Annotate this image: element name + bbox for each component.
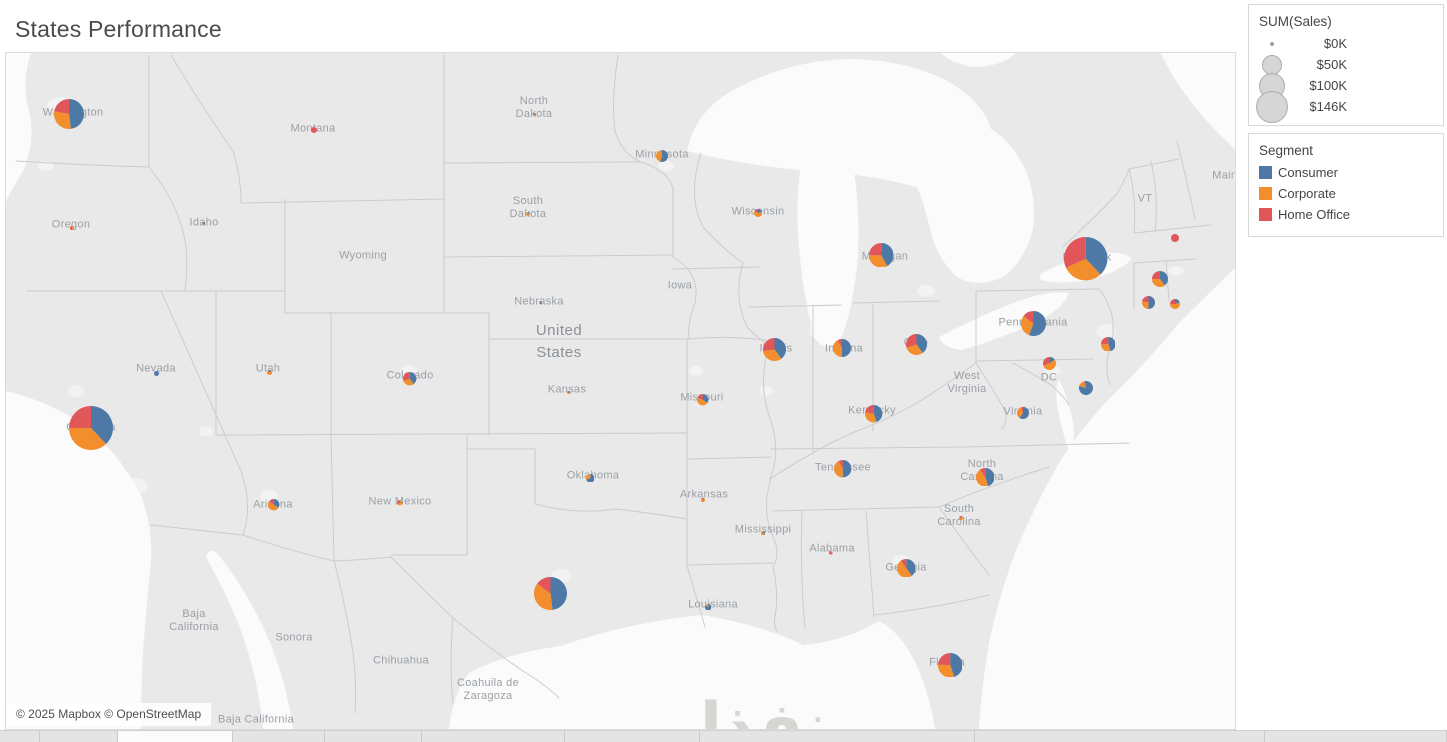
state-pie[interactable] xyxy=(833,339,851,357)
state-pie[interactable] xyxy=(266,369,272,375)
sales-size-legend: SUM(Sales) $0K $50K $100K $146K xyxy=(1248,4,1444,126)
state-pie[interactable] xyxy=(697,394,709,406)
state-pie[interactable] xyxy=(865,405,883,423)
state-pie[interactable] xyxy=(526,212,530,216)
sheet-tab-cell[interactable] xyxy=(118,731,233,742)
state-pie[interactable] xyxy=(975,467,995,487)
sheet-tab-cell[interactable] xyxy=(325,731,422,742)
sales-legend-title: SUM(Sales) xyxy=(1259,14,1332,29)
sheet-tab-cell[interactable] xyxy=(0,731,40,742)
size-legend-label: $146K xyxy=(1309,99,1347,114)
size-legend-row: $50K xyxy=(1249,54,1443,75)
segment-legend-title: Segment xyxy=(1259,143,1314,158)
state-pie[interactable] xyxy=(153,370,159,376)
state-pie[interactable] xyxy=(1141,295,1155,309)
state-pie[interactable] xyxy=(834,460,852,478)
size-legend-label: $0K xyxy=(1323,36,1347,51)
state-pie[interactable] xyxy=(532,112,536,116)
sheet-tab-cell[interactable] xyxy=(565,731,700,742)
state-pie[interactable] xyxy=(762,337,786,361)
state-pie[interactable] xyxy=(1079,381,1093,395)
state-pie[interactable] xyxy=(905,333,927,355)
size-legend-circle xyxy=(1256,90,1288,123)
map-attribution[interactable]: © 2025 Mapbox © OpenStreetMap xyxy=(6,703,212,726)
state-pie[interactable] xyxy=(403,372,417,386)
state-pie[interactable] xyxy=(829,551,833,555)
state-pie[interactable] xyxy=(54,99,84,129)
state-pie[interactable] xyxy=(533,576,567,610)
sheet-tab-cell[interactable] xyxy=(975,731,1265,742)
sheet-tab-cell[interactable] xyxy=(700,731,975,742)
size-legend-label: $100K xyxy=(1309,78,1347,93)
state-pie[interactable] xyxy=(1170,299,1180,309)
state-pie[interactable] xyxy=(1171,234,1179,242)
size-legend-row: $0K xyxy=(1249,33,1443,54)
state-pie[interactable] xyxy=(760,530,766,536)
state-pie[interactable] xyxy=(566,390,570,394)
sheet-tab-cell[interactable] xyxy=(40,731,118,742)
segment-color-swatch xyxy=(1259,166,1272,179)
segment-legend-item[interactable]: Consumer xyxy=(1249,162,1443,183)
segment-label: Corporate xyxy=(1278,186,1336,201)
size-legend-row: $146K xyxy=(1249,90,1443,123)
state-pie[interactable] xyxy=(868,242,894,268)
state-pie[interactable] xyxy=(538,300,542,304)
segment-legend-item[interactable]: Corporate xyxy=(1249,183,1443,204)
state-pie[interactable] xyxy=(1152,271,1168,287)
state-pie[interactable] xyxy=(69,406,113,450)
state-pie[interactable] xyxy=(959,516,963,520)
state-pie[interactable] xyxy=(701,498,705,502)
state-pie[interactable] xyxy=(311,127,317,133)
state-pie[interactable] xyxy=(69,225,75,231)
state-pie[interactable] xyxy=(704,603,712,611)
segment-label: Home Office xyxy=(1278,207,1351,222)
state-pie[interactable] xyxy=(754,209,762,217)
segment-color-swatch xyxy=(1259,187,1272,200)
size-legend-circle xyxy=(1262,54,1282,75)
segment-legend-item[interactable]: Home Office xyxy=(1249,204,1443,225)
basemap xyxy=(6,53,1235,729)
state-pie[interactable] xyxy=(585,473,595,483)
state-pie[interactable] xyxy=(397,500,403,506)
state-pie[interactable] xyxy=(202,222,206,226)
state-pie[interactable] xyxy=(937,652,963,678)
sheet-tab-cell[interactable] xyxy=(422,731,565,742)
size-legend-label: $50K xyxy=(1316,57,1347,72)
page-title: States Performance xyxy=(15,16,222,42)
sheet-tab-cell[interactable] xyxy=(233,731,325,742)
sheet-tab-cell[interactable] xyxy=(1265,731,1447,742)
state-pie[interactable] xyxy=(268,499,280,511)
segment-color-swatch xyxy=(1259,208,1272,221)
size-legend-circle xyxy=(1270,41,1274,46)
state-pie[interactable] xyxy=(1020,310,1046,336)
state-pie[interactable] xyxy=(1017,407,1029,419)
state-pie[interactable] xyxy=(1064,237,1108,281)
state-pie[interactable] xyxy=(896,558,916,578)
state-pie[interactable] xyxy=(1100,336,1116,352)
state-pie[interactable] xyxy=(1042,356,1056,370)
map-canvas[interactable]: WashingtonMontanaNorth DakotaMinnesotaWi… xyxy=(5,52,1236,730)
state-pie[interactable] xyxy=(656,150,668,162)
sheet-tab-strip xyxy=(0,730,1447,742)
segment-label: Consumer xyxy=(1278,165,1338,180)
segment-legend: Segment Consumer Corporate Home Office xyxy=(1248,133,1444,237)
